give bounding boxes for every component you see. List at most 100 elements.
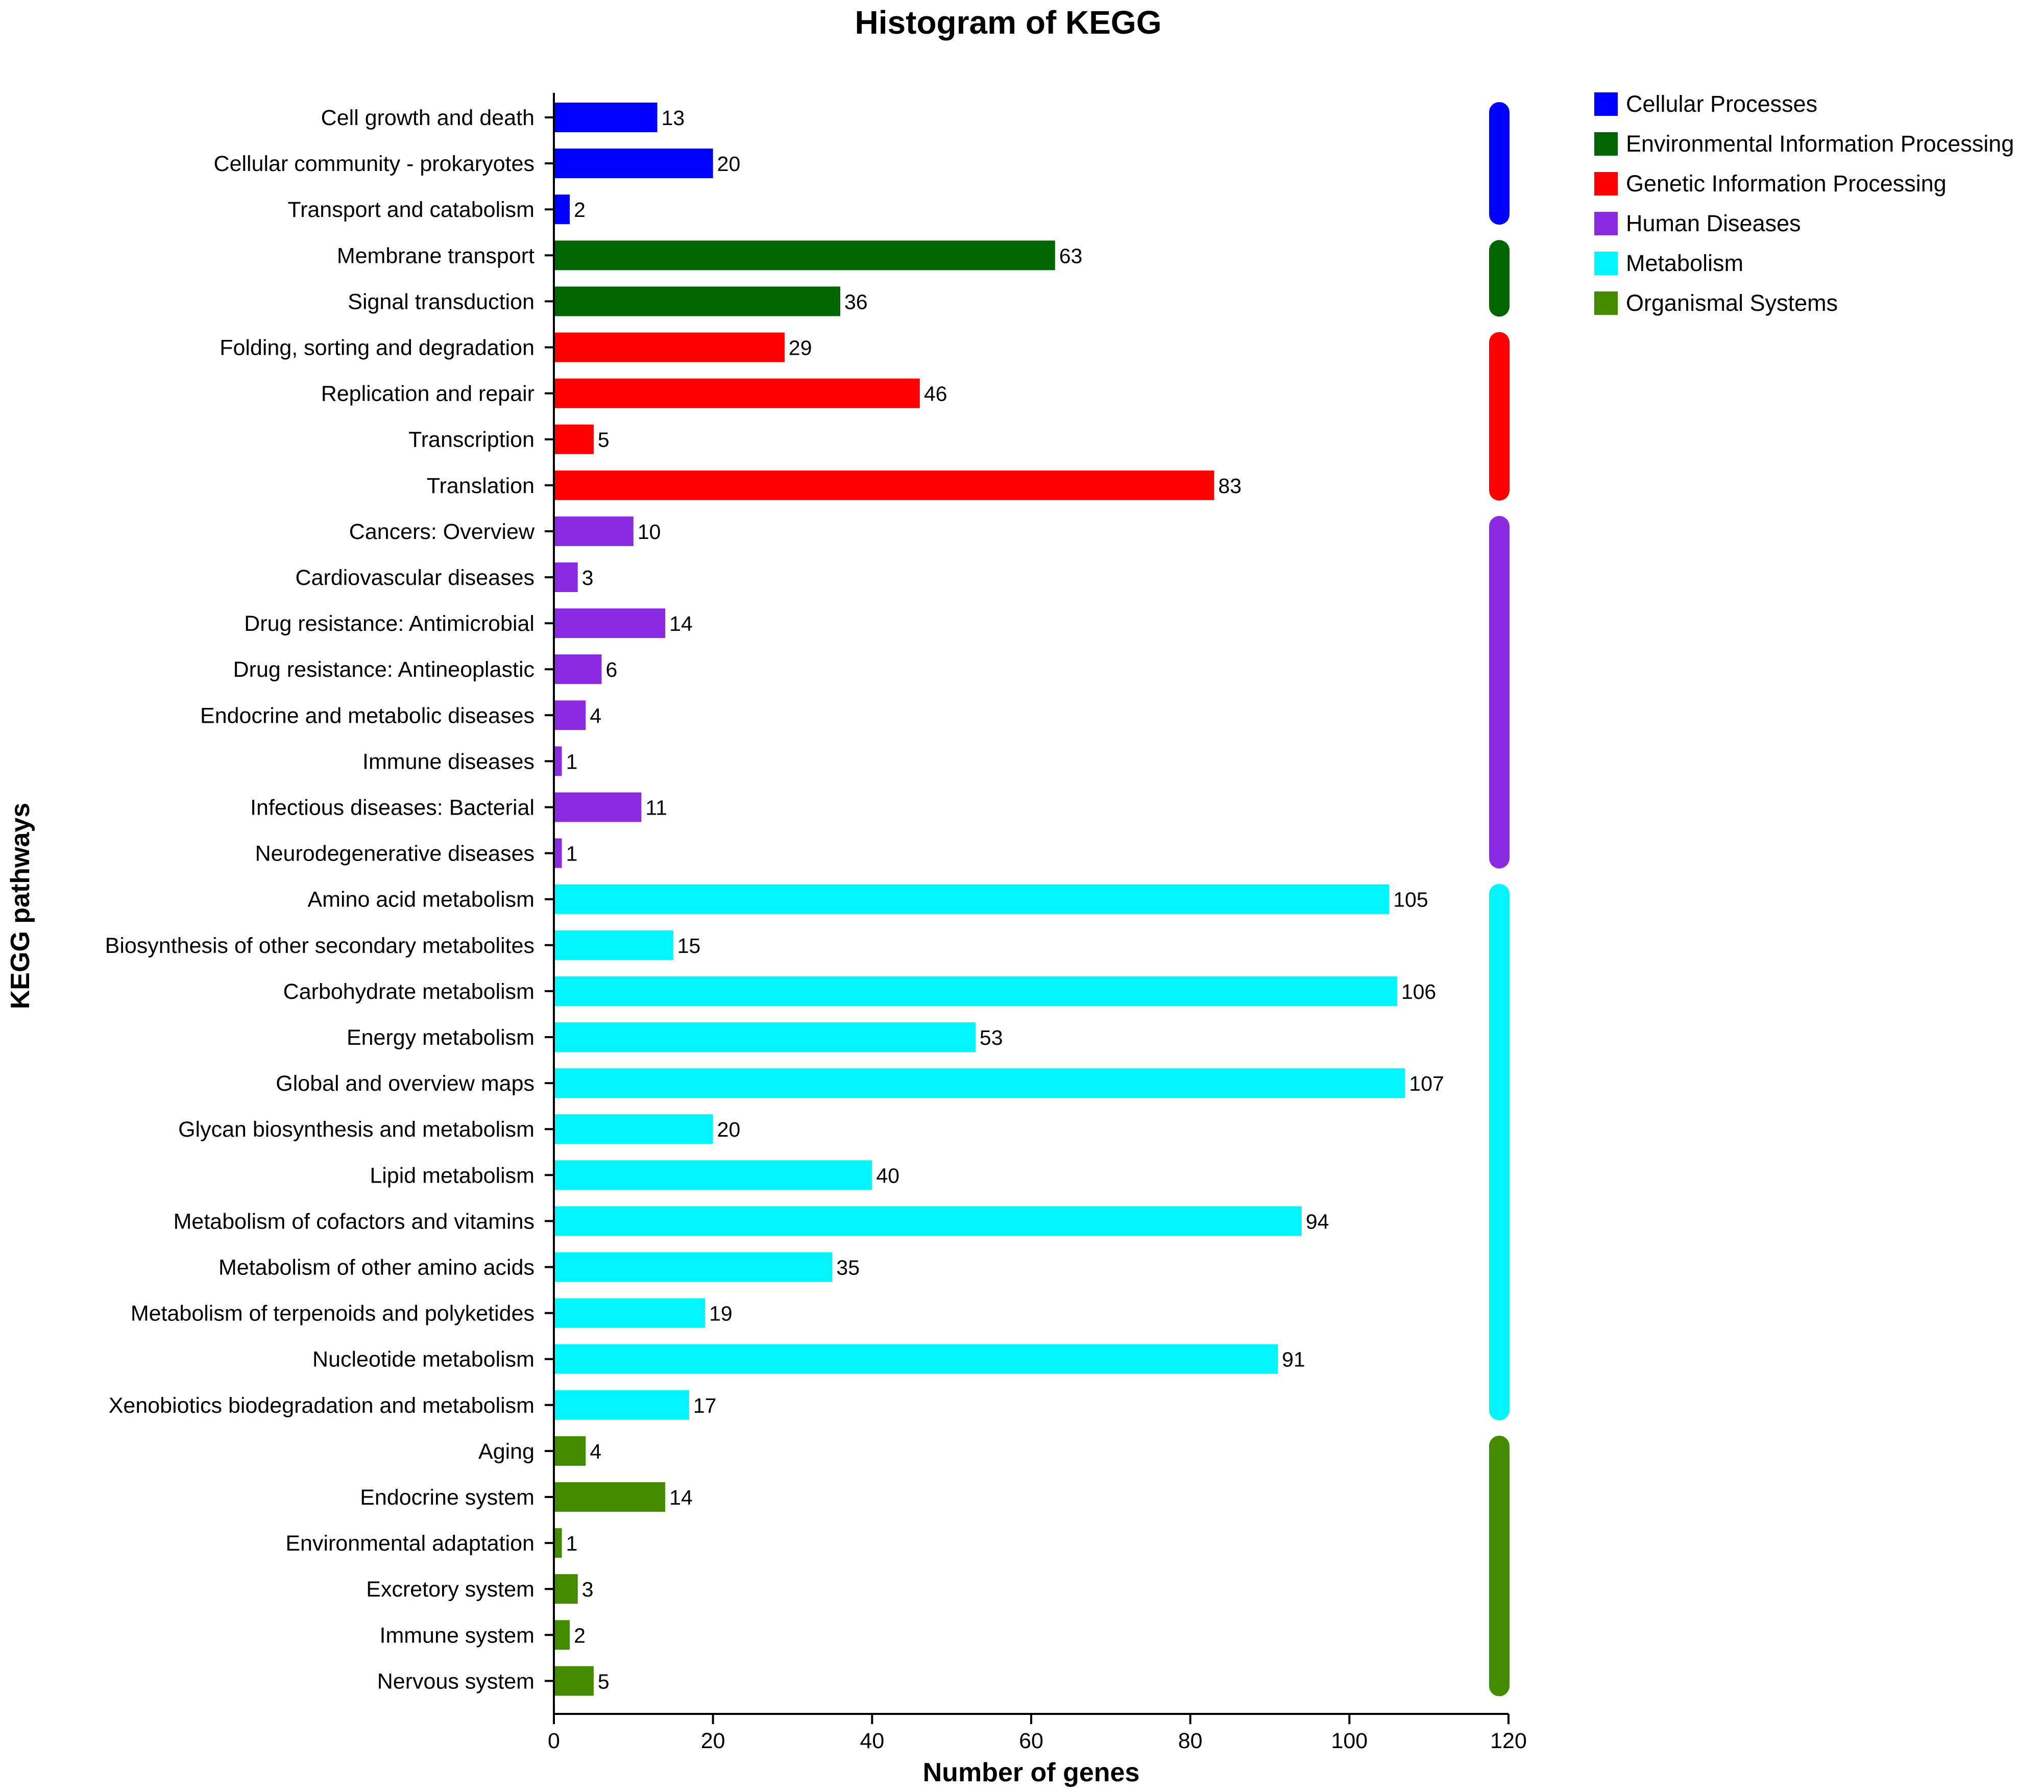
bar-value-label: 3	[582, 1578, 594, 1601]
category-label: Environmental adaptation	[285, 1531, 534, 1556]
x-axis-title: Number of genes	[923, 1758, 1140, 1787]
bar-value-label: 1	[566, 1532, 578, 1555]
bar	[554, 378, 920, 408]
bar	[554, 1022, 976, 1052]
group-strips-layer	[1489, 102, 1510, 1697]
bar	[554, 1390, 689, 1420]
bar	[554, 1206, 1302, 1236]
legend-label: Genetic Information Processing	[1626, 170, 1946, 197]
bar	[554, 1666, 594, 1696]
bar	[554, 838, 562, 868]
x-tick-label: 40	[860, 1729, 884, 1753]
bar-value-label: 63	[1059, 244, 1083, 267]
x-tick-label: 20	[701, 1729, 725, 1753]
category-label: Cancers: Overview	[349, 520, 535, 544]
legend-swatch	[1594, 291, 1618, 315]
bar-value-label: 14	[669, 1486, 693, 1509]
bar-value-label: 19	[709, 1302, 733, 1325]
category-label: Cell growth and death	[321, 106, 534, 130]
category-label: Cardiovascular diseases	[296, 566, 534, 590]
bar	[554, 930, 673, 960]
category-label: Global and overview maps	[276, 1071, 534, 1096]
bar-value-label: 11	[645, 796, 667, 820]
bar-value-label: 91	[1282, 1348, 1305, 1371]
bar-value-label: 14	[669, 612, 693, 635]
category-label: Infectious diseases: Bacterial	[250, 796, 534, 820]
bar-value-label: 15	[677, 934, 701, 958]
bar	[554, 424, 594, 454]
category-label: Endocrine system	[360, 1485, 534, 1510]
category-label: Metabolism of other amino acids	[218, 1256, 534, 1280]
bar-value-label: 1	[566, 750, 578, 773]
category-label: Folding, sorting and degradation	[220, 336, 534, 360]
bar-value-label: 35	[836, 1256, 860, 1280]
category-label: Excretory system	[366, 1577, 534, 1602]
bar	[554, 1620, 570, 1650]
bar-value-label: 29	[789, 336, 812, 360]
bar-value-label: 105	[1393, 888, 1428, 912]
bar-value-label: 5	[598, 1670, 610, 1693]
bar	[554, 149, 713, 179]
bar-value-label: 40	[876, 1164, 899, 1187]
bar-value-label: 17	[693, 1394, 717, 1417]
legend-swatch	[1594, 92, 1618, 116]
group-strip	[1489, 332, 1510, 501]
category-label: Immune system	[380, 1623, 534, 1648]
legend-label: Metabolism	[1626, 250, 1743, 276]
category-label: Neurodegenerative diseases	[255, 842, 534, 866]
category-label: Metabolism of terpenoids and polyketides	[131, 1302, 534, 1326]
category-label: Drug resistance: Antimicrobial	[244, 611, 534, 636]
category-label: Energy metabolism	[347, 1025, 534, 1050]
x-ticks-layer: 0 20 40 60 80 100 120	[548, 1714, 1527, 1753]
x-tick-label: 0	[548, 1729, 560, 1753]
category-label: Signal transduction	[348, 289, 534, 314]
bar	[554, 654, 602, 684]
category-label: Xenobiotics biodegradation and metabolis…	[109, 1393, 534, 1418]
category-label: Replication and repair	[321, 382, 534, 406]
group-strip	[1489, 883, 1510, 1420]
group-strip	[1489, 1435, 1510, 1697]
legend-swatch	[1594, 212, 1618, 235]
legend: Cellular Processes Environmental Informat…	[1594, 91, 2014, 316]
bar-value-label: 2	[574, 198, 586, 222]
bar	[554, 1114, 713, 1144]
y-axis-title: KEGG pathways	[6, 803, 35, 1010]
category-label: Immune diseases	[362, 749, 534, 774]
category-label: Lipid metabolism	[370, 1163, 534, 1188]
bar	[554, 884, 1390, 914]
category-label: Cellular community - prokaryotes	[214, 152, 534, 176]
bar-value-label: 2	[574, 1624, 586, 1647]
bar-value-label: 20	[717, 1118, 741, 1141]
group-strip	[1489, 240, 1510, 317]
legend-label: Cellular Processes	[1626, 91, 1817, 117]
bar	[554, 746, 562, 776]
legend-label: Human Diseases	[1626, 210, 1801, 236]
x-tick-label: 80	[1178, 1729, 1203, 1753]
legend-label: Environmental Information Processing	[1626, 131, 2014, 157]
bar-value-label: 6	[606, 658, 618, 681]
bar	[554, 103, 658, 132]
legend-swatch	[1594, 132, 1618, 156]
category-label: Transport and catabolism	[287, 198, 534, 222]
chart-title: Histogram of KEGG	[855, 4, 1162, 41]
bar-value-label: 106	[1401, 980, 1436, 1003]
bar	[554, 1298, 705, 1328]
bar-value-label: 10	[638, 520, 661, 544]
bar	[554, 516, 634, 546]
bar	[554, 1482, 666, 1512]
category-label: Amino acid metabolism	[307, 888, 534, 912]
bar	[554, 1436, 586, 1466]
bar-value-label: 4	[590, 704, 601, 727]
bar	[554, 700, 586, 730]
category-label: Endocrine and metabolic diseases	[200, 703, 534, 728]
category-label: Drug resistance: Antineoplastic	[233, 657, 534, 682]
category-label: Nucleotide metabolism	[312, 1347, 534, 1372]
category-label: Translation	[427, 474, 534, 498]
bar-value-label: 94	[1306, 1210, 1329, 1233]
bar-value-label: 20	[717, 152, 741, 176]
bar-value-label: 53	[980, 1026, 1003, 1049]
bar	[554, 1344, 1278, 1374]
category-label: Membrane transport	[337, 243, 534, 268]
bar-value-label: 3	[582, 566, 594, 590]
